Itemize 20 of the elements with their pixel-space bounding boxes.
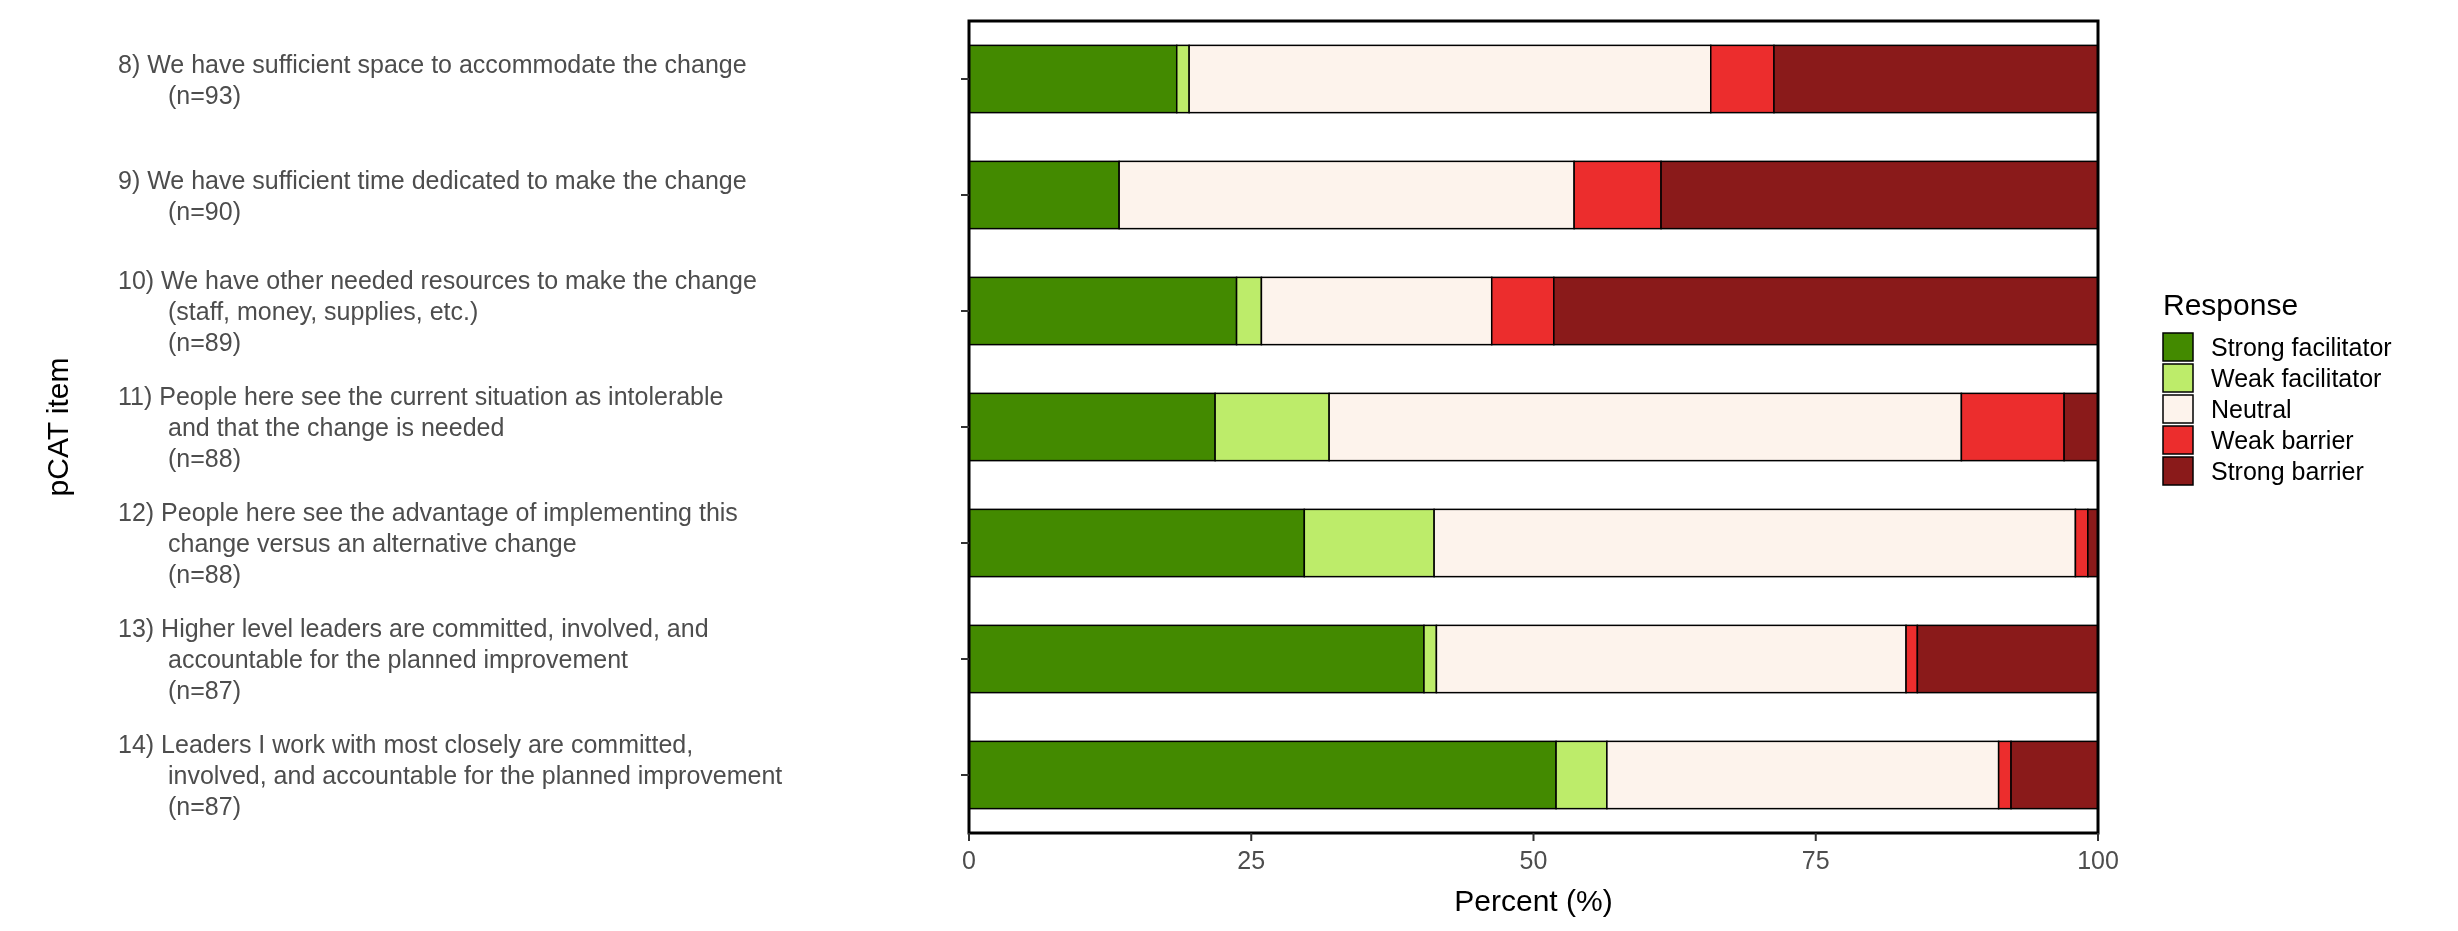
x-axis-title: Percent (%) — [1454, 884, 1613, 917]
y-tick-label: 10) We have other needed resources to make the change (staff, money, supplies, etc.) (n=89) — [118, 266, 757, 356]
x-tick-label: 75 — [1801, 846, 1830, 874]
x-tick-label: 25 — [1237, 846, 1266, 874]
x-tick-label: 50 — [1519, 846, 1548, 874]
y-tick-label: 8) We have sufficient space to accommodate the change (n=93) — [118, 49, 747, 109]
y-tick-label: 12) People here see the advantage of implementing this change versus an alternative change (n=88) — [118, 498, 738, 588]
legend-label: Weak barrier — [2211, 426, 2354, 454]
y-tick-label: 14) Leaders I work with most closely are committed, involved, and accountable for the planned improvement (n=87) — [118, 730, 783, 820]
y-tick-label: 9) We have sufficient time dedicated to make the change (n=90) — [118, 165, 747, 225]
legend-title: Response — [2163, 288, 2299, 321]
legend-label: Neutral — [2211, 395, 2292, 423]
y-tick-label: 13) Higher level leaders are committed, involved, and accountable for the planned improvement (n=87) — [118, 614, 709, 704]
y-tick-label: 11) People here see the current situation as intolerable and that the change is needed (n=88) — [118, 382, 724, 472]
legend-label: Strong facilitator — [2211, 333, 2392, 361]
y-axis-title: pCAT item — [41, 357, 74, 497]
x-tick-label: 0 — [962, 846, 976, 874]
x-tick-label: 100 — [2077, 846, 2119, 874]
legend-label: Weak facilitator — [2211, 364, 2382, 392]
legend-label: Strong barrier — [2211, 457, 2364, 485]
